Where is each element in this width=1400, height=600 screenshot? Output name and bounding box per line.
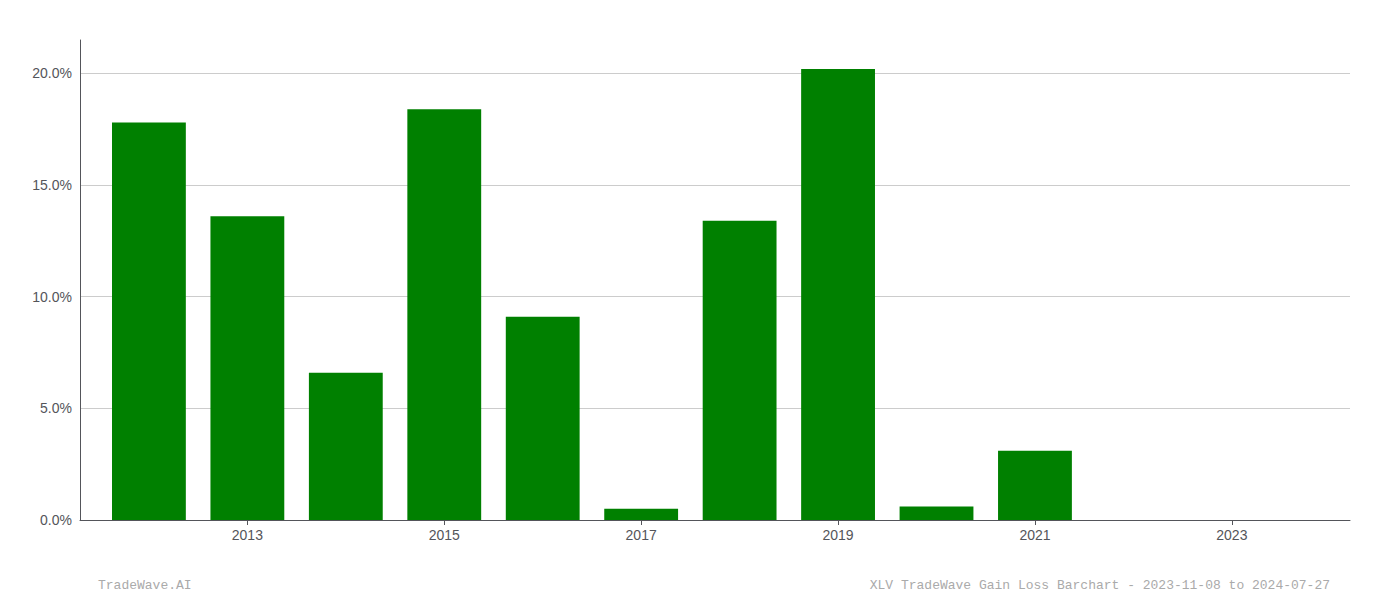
svg-text:2013: 2013 <box>232 527 263 543</box>
svg-text:XLV TradeWave Gain Loss Barcha: XLV TradeWave Gain Loss Barchart - 2023-… <box>870 578 1330 593</box>
svg-text:2021: 2021 <box>1019 527 1050 543</box>
svg-text:10.0%: 10.0% <box>32 289 72 305</box>
svg-text:0.0%: 0.0% <box>40 512 72 528</box>
svg-text:5.0%: 5.0% <box>40 400 72 416</box>
svg-text:20.0%: 20.0% <box>32 65 72 81</box>
svg-text:TradeWave.AI: TradeWave.AI <box>98 578 192 593</box>
svg-text:15.0%: 15.0% <box>32 177 72 193</box>
svg-text:2019: 2019 <box>822 527 853 543</box>
svg-text:2023: 2023 <box>1216 527 1247 543</box>
svg-text:2015: 2015 <box>429 527 460 543</box>
svg-text:2017: 2017 <box>626 527 657 543</box>
